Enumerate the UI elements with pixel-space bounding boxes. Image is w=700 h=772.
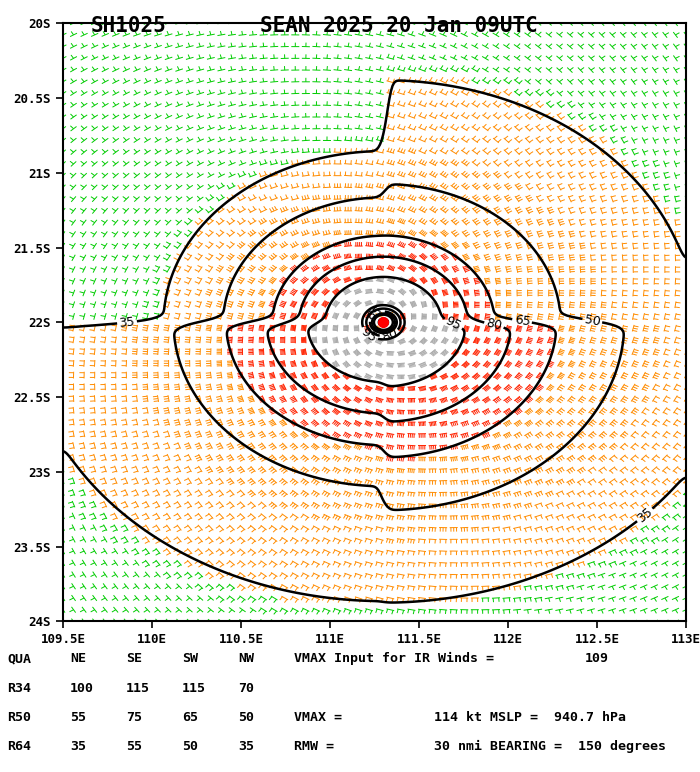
Text: SEAN 2025 20 Jan 09UTC: SEAN 2025 20 Jan 09UTC — [260, 16, 538, 36]
Text: 35: 35 — [238, 740, 254, 753]
Text: 95: 95 — [359, 325, 379, 345]
Text: 65: 65 — [513, 313, 531, 329]
Text: 65: 65 — [365, 304, 386, 323]
Text: 35: 35 — [118, 315, 136, 330]
Text: 115: 115 — [182, 682, 206, 695]
Text: QUA: QUA — [7, 652, 31, 665]
Text: 100: 100 — [70, 682, 94, 695]
Text: 50: 50 — [238, 711, 254, 724]
Text: 30 nmi BEARING =  150 degrees: 30 nmi BEARING = 150 degrees — [434, 740, 666, 753]
Text: SW: SW — [182, 652, 198, 665]
Text: 35: 35 — [70, 740, 86, 753]
Text: 35: 35 — [634, 505, 655, 525]
Text: 95: 95 — [443, 314, 463, 333]
Text: 114 kt MSLP =  940.7 hPa: 114 kt MSLP = 940.7 hPa — [434, 711, 626, 724]
Text: 70: 70 — [238, 682, 254, 695]
Text: SH1025: SH1025 — [91, 16, 167, 36]
Text: 50: 50 — [583, 313, 601, 328]
Text: NE: NE — [70, 652, 86, 665]
Text: NW: NW — [238, 652, 254, 665]
Text: 55: 55 — [70, 711, 86, 724]
Text: 75: 75 — [126, 711, 142, 724]
Text: R64: R64 — [7, 740, 31, 753]
Text: 55: 55 — [126, 740, 142, 753]
Text: 115: 115 — [126, 682, 150, 695]
Text: RMW =: RMW = — [294, 740, 334, 753]
Text: SE: SE — [126, 652, 142, 665]
Text: 80: 80 — [380, 327, 399, 344]
Text: VMAX =: VMAX = — [294, 711, 342, 724]
Text: 109: 109 — [584, 652, 608, 665]
Text: R34: R34 — [7, 682, 31, 695]
Text: 65: 65 — [182, 711, 198, 724]
Text: VMAX Input for IR Winds =: VMAX Input for IR Winds = — [294, 652, 494, 665]
Text: R50: R50 — [7, 711, 31, 724]
Text: 50: 50 — [182, 740, 198, 753]
Text: 80: 80 — [484, 317, 503, 334]
